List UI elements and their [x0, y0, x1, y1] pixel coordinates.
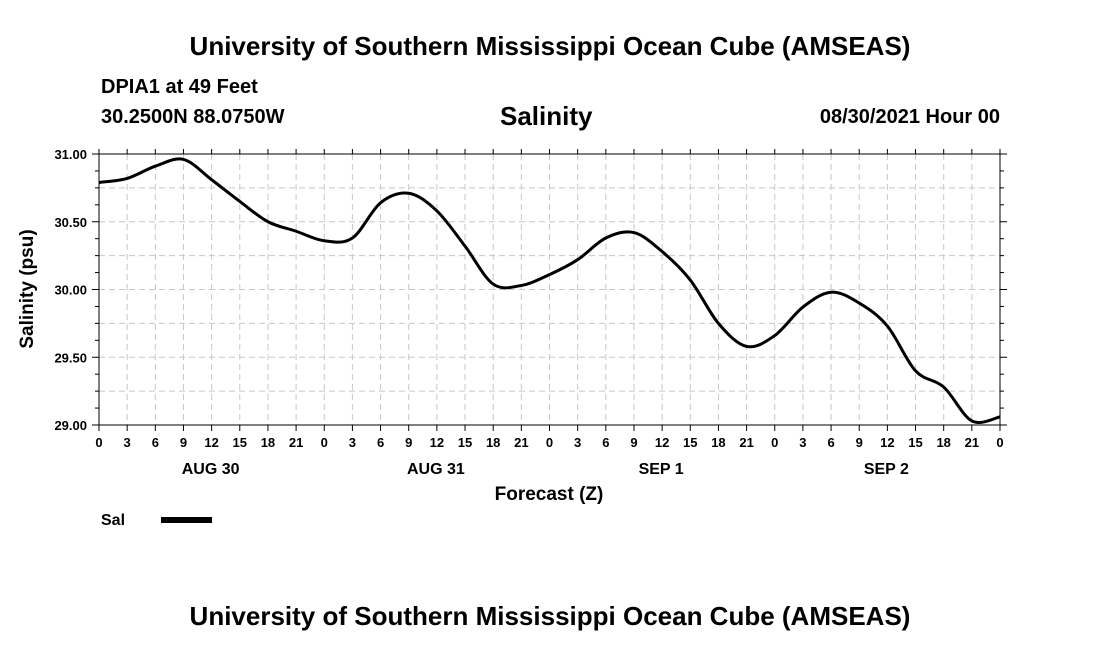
day-label: AUG 30	[182, 461, 240, 478]
x-tick-label: 0	[546, 435, 553, 450]
day-label: SEP 1	[639, 461, 684, 478]
x-tick-label: 15	[908, 435, 922, 450]
y-axis-ticks: 29.00 29.50 30.00 30.50 31.00	[54, 147, 1007, 433]
x-tick-label: 12	[204, 435, 218, 450]
x-tick-label: 6	[602, 435, 609, 450]
run-time-label: 08/30/2021 Hour 00	[819, 106, 1000, 128]
x-tick-label: 9	[180, 435, 187, 450]
x-tick-label: 18	[486, 435, 500, 450]
footer-title: University of Southern Mississippi Ocean…	[189, 601, 911, 631]
x-tick-label: 0	[996, 435, 1003, 450]
x-tick-label: 0	[321, 435, 328, 450]
x-tick-label: 15	[233, 435, 247, 450]
x-axis-ticks: 0 3 6 9 12 15 18 21 0 3 6 9 12 15 18 21 0 3 6 9 12 15 18 21 0 3 6 9…	[95, 149, 1004, 450]
x-tick-label: 21	[965, 435, 979, 450]
day-labels: AUG 30 AUG 31 SEP 1 SEP 2	[182, 461, 909, 478]
x-tick-label: 15	[683, 435, 697, 450]
x-tick-label: 15	[458, 435, 472, 450]
y-tick-label: 30.50	[54, 215, 87, 230]
x-tick-label: 9	[856, 435, 863, 450]
x-tick-label: 12	[430, 435, 444, 450]
day-label: SEP 2	[864, 461, 909, 478]
salinity-series-line	[98, 157, 1001, 424]
x-tick-label: 21	[739, 435, 753, 450]
x-tick-label: 21	[514, 435, 528, 450]
day-label: AUG 31	[407, 461, 465, 478]
coords-label: 30.2500N 88.0750W	[101, 106, 285, 128]
x-tick-label: 3	[799, 435, 806, 450]
x-tick-label: 0	[95, 435, 102, 450]
x-axis-label: Forecast (Z)	[495, 484, 604, 505]
y-tick-label: 31.00	[54, 147, 87, 162]
x-tick-label: 6	[152, 435, 159, 450]
x-tick-label: 6	[377, 435, 384, 450]
station-label: DPIA1 at 49 Feet	[101, 76, 258, 98]
x-tick-label: 12	[880, 435, 894, 450]
x-tick-label: 21	[289, 435, 303, 450]
x-tick-label: 12	[655, 435, 669, 450]
grid-lines	[99, 154, 1000, 425]
plot-frame	[98, 153, 1001, 426]
x-tick-label: 3	[349, 435, 356, 450]
y-tick-label: 29.50	[54, 350, 87, 365]
page-title: University of Southern Mississippi Ocean…	[189, 31, 911, 61]
y-axis-label: Salinity (psu)	[17, 229, 38, 348]
x-tick-label: 0	[771, 435, 778, 450]
x-tick-label: 18	[936, 435, 950, 450]
variable-title: Salinity	[500, 101, 593, 131]
x-tick-label: 3	[574, 435, 581, 450]
legend-label: Sal	[101, 512, 125, 529]
x-tick-label: 18	[711, 435, 725, 450]
x-tick-label: 9	[630, 435, 637, 450]
x-tick-label: 18	[261, 435, 275, 450]
x-tick-label: 9	[405, 435, 412, 450]
y-tick-label: 29.00	[54, 418, 87, 433]
y-tick-label: 30.00	[54, 283, 87, 298]
x-tick-label: 3	[124, 435, 131, 450]
x-tick-label: 6	[827, 435, 834, 450]
